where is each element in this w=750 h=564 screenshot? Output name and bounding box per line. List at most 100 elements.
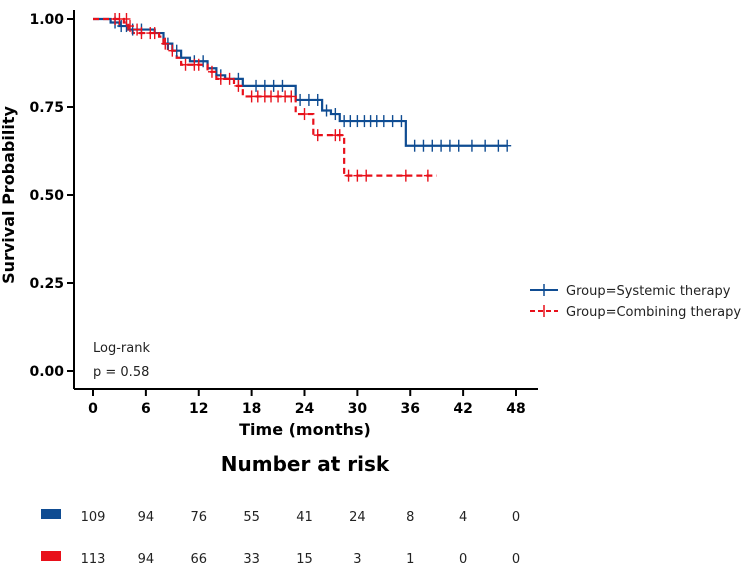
x-tick-label: 6 <box>141 401 151 417</box>
censor-mark-systemic <box>410 139 419 152</box>
censor-mark-combining <box>335 129 344 142</box>
y-axis: 0.00 0.25 0.50 0.75 1.00 <box>29 10 75 389</box>
legend-item-systemic: Group=Systemic therapy <box>530 284 731 299</box>
censor-mark-combining <box>161 37 170 50</box>
risk-count: 109 <box>81 510 106 525</box>
censor-mark-systemic <box>481 139 490 152</box>
censor-mark-combining <box>423 169 432 182</box>
censor-mark-systemic <box>278 79 287 92</box>
censor-mark-combining <box>353 169 362 182</box>
censor-mark-systemic <box>437 139 446 152</box>
risk-table: 109 94 76 55 41 24 8 4 0 113 94 66 33 15 3 1 0 0 <box>41 509 520 564</box>
censor-mark-systemic <box>353 115 362 128</box>
risk-swatch-combining <box>41 551 61 561</box>
censor-mark-combining <box>234 79 243 92</box>
censor-mark-combining <box>137 27 146 40</box>
censor-mark-systemic <box>454 139 463 152</box>
legend: Group=Systemic therapy Group=Combining t… <box>530 284 741 320</box>
risk-table-title: Number at risk <box>221 452 390 476</box>
x-tick-label: 36 <box>401 401 420 417</box>
censor-mark-combining <box>253 90 262 103</box>
x-axis: 0 6 12 18 24 30 36 42 48 <box>74 388 538 417</box>
censor-mark-systemic <box>260 79 269 92</box>
risk-swatch-systemic <box>41 509 61 519</box>
censor-mark-combining <box>181 58 190 71</box>
risk-count: 66 <box>190 552 207 564</box>
risk-count: 76 <box>190 510 207 525</box>
y-axis-title: Survival Probability <box>0 106 18 284</box>
censor-mark-systemic <box>419 139 428 152</box>
risk-count: 24 <box>349 510 366 525</box>
censor-mark-systemic <box>313 93 322 106</box>
censor-mark-combining <box>401 169 410 182</box>
y-tick-label: 0.25 <box>29 276 64 292</box>
legend-item-combining: Group=Combining therapy <box>530 305 741 320</box>
censor-mark-systemic <box>199 55 208 68</box>
y-tick-label: 1.00 <box>29 12 64 28</box>
censor-mark-systemic <box>467 139 476 152</box>
censor-mark-systemic <box>397 115 406 128</box>
risk-count: 1 <box>406 552 414 564</box>
x-tick-label: 24 <box>295 401 315 417</box>
risk-count: 8 <box>406 510 414 525</box>
legend-label-systemic: Group=Systemic therapy <box>566 284 731 299</box>
censor-mark-systemic <box>331 108 340 121</box>
censor-mark-systemic <box>494 139 503 152</box>
censor-mark-combining <box>300 108 309 121</box>
censor-mark-combining <box>150 27 159 40</box>
censor-marks <box>111 13 512 182</box>
censor-mark-systemic <box>445 139 454 152</box>
y-tick-label: 0.50 <box>29 188 64 204</box>
censor-mark-systemic <box>269 79 278 92</box>
censor-mark-combining <box>194 58 203 71</box>
x-tick-label: 12 <box>189 401 208 417</box>
x-tick-label: 0 <box>88 401 98 417</box>
censor-mark-systemic <box>388 115 397 128</box>
censor-mark-systemic <box>346 115 355 128</box>
risk-count: 55 <box>243 510 260 525</box>
censor-mark-systemic <box>304 93 313 106</box>
risk-count: 0 <box>512 510 520 525</box>
censor-mark-combining <box>267 90 276 103</box>
censor-mark-combining <box>313 129 322 142</box>
legend-label-combining: Group=Combining therapy <box>566 305 741 320</box>
x-tick-label: 30 <box>348 401 368 417</box>
censor-mark-systemic <box>322 104 331 117</box>
censor-mark-systemic <box>372 115 381 128</box>
censor-mark-combining <box>168 44 177 57</box>
censor-mark-combining <box>126 20 135 33</box>
censor-mark-combining <box>122 13 131 25</box>
risk-count: 4 <box>459 510 467 525</box>
risk-count: 3 <box>353 552 361 564</box>
x-tick-label: 48 <box>506 401 525 417</box>
x-tick-label: 42 <box>453 401 472 417</box>
censor-mark-combining <box>225 72 234 85</box>
censor-mark-combining <box>287 90 296 103</box>
y-tick-label: 0.00 <box>29 364 64 380</box>
censor-mark-combining <box>133 23 142 36</box>
x-tick-label: 18 <box>242 401 261 417</box>
y-tick-label: 0.75 <box>29 100 64 116</box>
censor-mark-combining <box>207 65 216 78</box>
risk-count: 113 <box>81 552 106 564</box>
p-value-label: p = 0.58 <box>93 365 149 380</box>
risk-count: 15 <box>296 552 313 564</box>
censor-mark-combining <box>115 13 124 25</box>
x-axis-title: Time (months) <box>239 420 371 439</box>
censor-mark-combining <box>274 90 283 103</box>
log-rank-label: Log-rank <box>93 341 150 356</box>
censor-mark-systemic <box>379 115 388 128</box>
censor-mark-systemic <box>252 79 261 92</box>
censor-mark-combining <box>216 72 225 85</box>
risk-count: 0 <box>459 552 467 564</box>
censor-mark-systemic <box>296 93 305 106</box>
censor-mark-combining <box>362 169 371 182</box>
risk-count: 94 <box>138 552 155 564</box>
risk-count: 0 <box>512 552 520 564</box>
censor-mark-systemic <box>503 139 512 152</box>
censor-mark-combining <box>344 169 353 182</box>
risk-count: 41 <box>296 510 313 525</box>
risk-count: 94 <box>138 510 155 525</box>
censor-mark-systemic <box>428 139 437 152</box>
